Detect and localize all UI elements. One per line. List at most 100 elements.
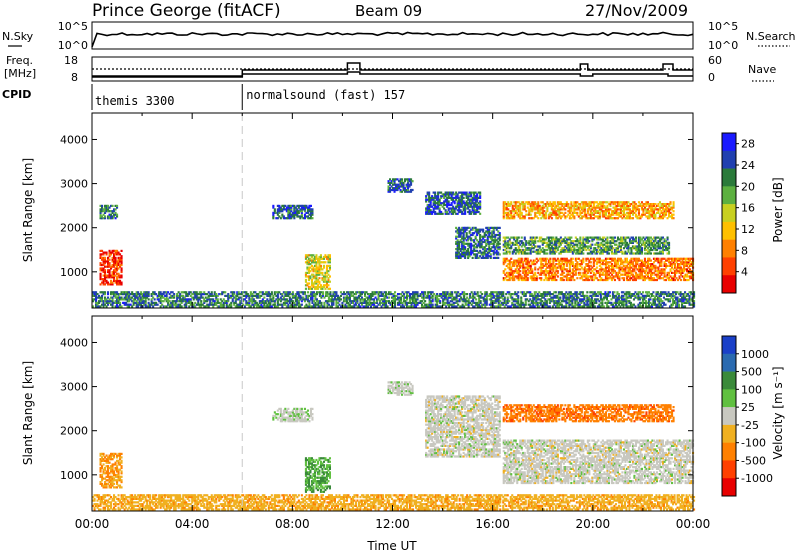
echo-cell [595,215,598,218]
echo-cell [565,270,568,273]
echo-cell [293,217,296,220]
echo-cell [654,206,657,209]
echo-cell [429,198,432,201]
echo-cell [473,226,476,229]
echo-cell [619,215,622,218]
echo-cell [311,210,314,213]
echo-cell [313,277,316,280]
echo-cell [486,251,489,254]
echo-cell [308,217,311,220]
echo-cell [565,273,568,276]
echo-cell [516,204,519,207]
echo-cell [117,253,120,256]
echo-cell [516,259,519,262]
echo-cell [287,204,290,207]
echo-cell [474,196,477,199]
echo-cell [666,210,669,213]
echo-cell [480,251,483,254]
echo-cell [564,211,567,214]
echo-cell [302,217,305,220]
echo-cell [517,210,520,213]
echo-cell [470,228,473,231]
echo-cell [111,281,114,284]
echo-cell [462,237,465,240]
echo-cell [456,240,459,244]
echo-cell [455,198,458,201]
echo-cell [316,261,319,264]
echo-cell [522,208,525,211]
echo-cell [489,249,492,252]
echo-cell [540,278,543,282]
echo-cell [514,268,517,271]
echo-cell [631,210,634,213]
echo-cell [497,233,500,237]
echo-cell [113,265,116,268]
echo-cell [672,203,675,206]
echo-cell [468,237,471,240]
echo-cell [546,208,549,211]
echo-cell [393,178,396,181]
echo-cell [649,210,652,213]
echo-cell [313,257,316,260]
echo-cell [579,217,582,220]
echo-cell [579,206,582,209]
echo-cell [586,217,589,220]
echo-cell [111,274,114,277]
echo-cell [488,242,491,245]
echo-cell [556,213,559,216]
echo-cell [113,263,116,267]
echo-cell [556,201,559,204]
echo-cell [468,255,471,258]
echo-cell [604,217,607,220]
echo-cell [492,242,495,245]
echo-cell [464,193,467,196]
echo-cell [523,208,526,211]
echo-cell [477,240,480,244]
echo-cell [498,235,501,238]
echo-cell [426,193,429,196]
echo-cell [309,254,312,257]
echo-cell [612,213,615,216]
echo-cell [582,210,585,213]
echo-cell [544,215,547,218]
echo-cell [281,208,284,211]
echo-cell [479,239,482,242]
echo-cell [612,203,615,206]
echo-cell [315,255,318,259]
echo-cell [510,215,513,218]
echo-cell [576,208,579,211]
echo-cell [449,210,452,214]
echo-cell [516,206,519,209]
echo-cell [297,215,300,218]
echo-cell [471,200,474,203]
echo-cell [313,259,316,262]
echo-cell [553,266,556,269]
echo-cell [114,279,117,282]
echo-cell [627,213,630,216]
echo-cell [649,213,652,216]
echo-cell [646,208,649,211]
echo-cell [589,215,592,218]
echo-cell [585,201,588,204]
echo-cell [485,233,488,237]
echo-cell [428,198,431,201]
echo-cell [437,202,440,205]
echo-cell [389,188,392,192]
echo-cell [120,262,123,265]
echo-cell [276,210,279,213]
echo-cell [468,203,471,207]
echo-cell [553,259,556,262]
echo-cell [324,261,327,264]
echo-cell [565,204,568,207]
echo-cell [405,190,408,193]
echo-cell [494,237,497,240]
echo-cell [492,239,495,242]
echo-cell [535,215,538,218]
echo-cell [293,211,296,214]
echo-cell [666,203,669,206]
echo-cell [316,280,319,283]
echo-cell [671,206,674,209]
echo-cell [318,264,321,267]
echo-cell [119,279,122,282]
echo-cell [505,275,508,278]
